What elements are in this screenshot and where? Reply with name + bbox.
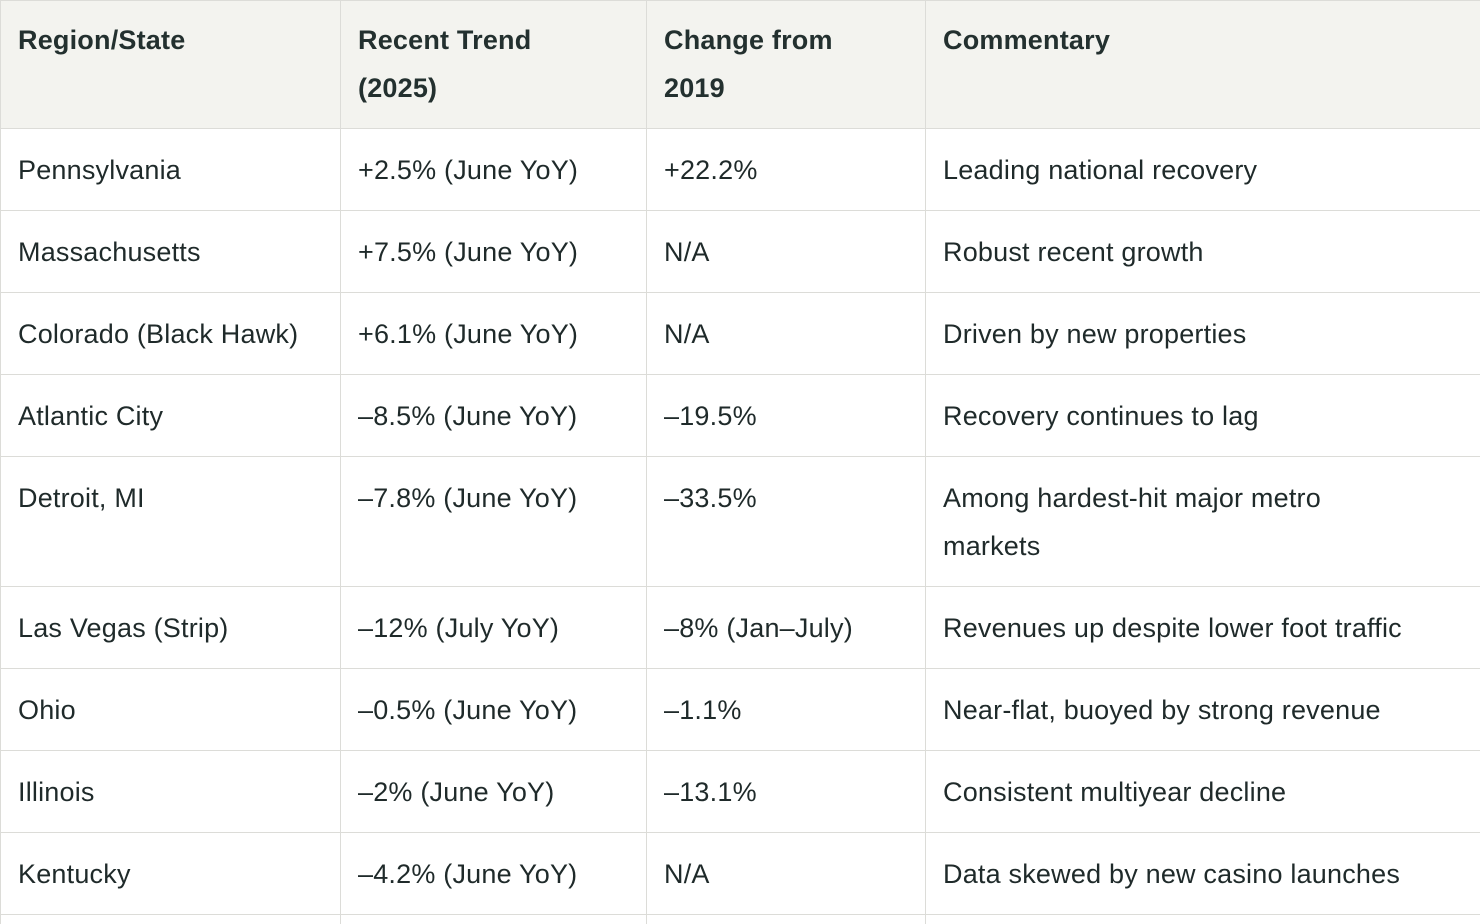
cell-change: –13.1% [646, 750, 926, 833]
table-row: Colorado (Black Hawk) +6.1% (June YoY) N… [0, 292, 1480, 375]
cell-commentary: Leading national recovery [925, 128, 1480, 211]
cell-commentary: Data skewed by new casino launches [925, 832, 1480, 915]
cell-empty [340, 914, 647, 924]
cell-recent-trend: –2% (June YoY) [340, 750, 647, 833]
table-header: Region/State Recent Trend (2025) Change … [0, 0, 1480, 129]
cell-region: Kentucky [0, 832, 341, 915]
header-recent-trend-text: Recent Trend (2025) [358, 25, 532, 103]
table-row: Kentucky –4.2% (June YoY) N/A Data skewe… [0, 832, 1480, 915]
cell-region: Pennsylvania [0, 128, 341, 211]
table-row: Atlantic City –8.5% (June YoY) –19.5% Re… [0, 374, 1480, 457]
table-row: Ohio –0.5% (June YoY) –1.1% Near-flat, b… [0, 668, 1480, 751]
cell-region: Illinois [0, 750, 341, 833]
cell-region: Colorado (Black Hawk) [0, 292, 341, 375]
cell-recent-trend: +7.5% (June YoY) [340, 210, 647, 293]
header-region-state: Region/State [0, 0, 341, 129]
cell-empty [646, 914, 926, 924]
cell-recent-trend: –0.5% (June YoY) [340, 668, 647, 751]
header-recent-trend: Recent Trend (2025) [340, 0, 647, 129]
cell-commentary: Revenues up despite lower foot traffic [925, 586, 1480, 669]
cell-change: N/A [646, 832, 926, 915]
cell-commentary: Near-flat, buoyed by strong revenue [925, 668, 1480, 751]
cell-region: Massachusetts [0, 210, 341, 293]
table-row-partial [0, 914, 1480, 924]
cell-empty [925, 914, 1480, 924]
table-row: Detroit, MI –7.8% (June YoY) –33.5% Amon… [0, 456, 1480, 587]
cell-commentary: Robust recent growth [925, 210, 1480, 293]
header-change-from-2019: Change from 2019 [646, 0, 926, 129]
cell-region: Detroit, MI [0, 456, 341, 587]
cell-region: Ohio [0, 668, 341, 751]
cell-commentary: Recovery continues to lag [925, 374, 1480, 457]
header-commentary: Commentary [925, 0, 1480, 129]
cell-change: –8% (Jan–July) [646, 586, 926, 669]
cell-recent-trend: +2.5% (June YoY) [340, 128, 647, 211]
cell-commentary: Among hardest-hit major metro markets [925, 456, 1480, 587]
cell-change: –19.5% [646, 374, 926, 457]
cell-region: Atlantic City [0, 374, 341, 457]
cell-recent-trend: –8.5% (June YoY) [340, 374, 647, 457]
table-row: Pennsylvania +2.5% (June YoY) +22.2% Lea… [0, 128, 1480, 211]
header-row: Region/State Recent Trend (2025) Change … [0, 0, 1480, 129]
cell-recent-trend: +6.1% (June YoY) [340, 292, 647, 375]
header-change-text: Change from 2019 [664, 25, 833, 103]
cell-commentary: Driven by new properties [925, 292, 1480, 375]
cell-empty [0, 914, 341, 924]
cell-recent-trend: –7.8% (June YoY) [340, 456, 647, 587]
cell-recent-trend: –4.2% (June YoY) [340, 832, 647, 915]
cell-change: –1.1% [646, 668, 926, 751]
cell-change: N/A [646, 210, 926, 293]
cell-recent-trend: –12% (July YoY) [340, 586, 647, 669]
table-row: Illinois –2% (June YoY) –13.1% Consisten… [0, 750, 1480, 833]
table-body: Pennsylvania +2.5% (June YoY) +22.2% Lea… [0, 128, 1480, 924]
table-row: Massachusetts +7.5% (June YoY) N/A Robus… [0, 210, 1480, 293]
cell-region: Las Vegas (Strip) [0, 586, 341, 669]
table-row: Las Vegas (Strip) –12% (July YoY) –8% (J… [0, 586, 1480, 669]
cell-commentary: Consistent multiyear decline [925, 750, 1480, 833]
cell-change: N/A [646, 292, 926, 375]
cell-change: –33.5% [646, 456, 926, 587]
cell-change: +22.2% [646, 128, 926, 211]
